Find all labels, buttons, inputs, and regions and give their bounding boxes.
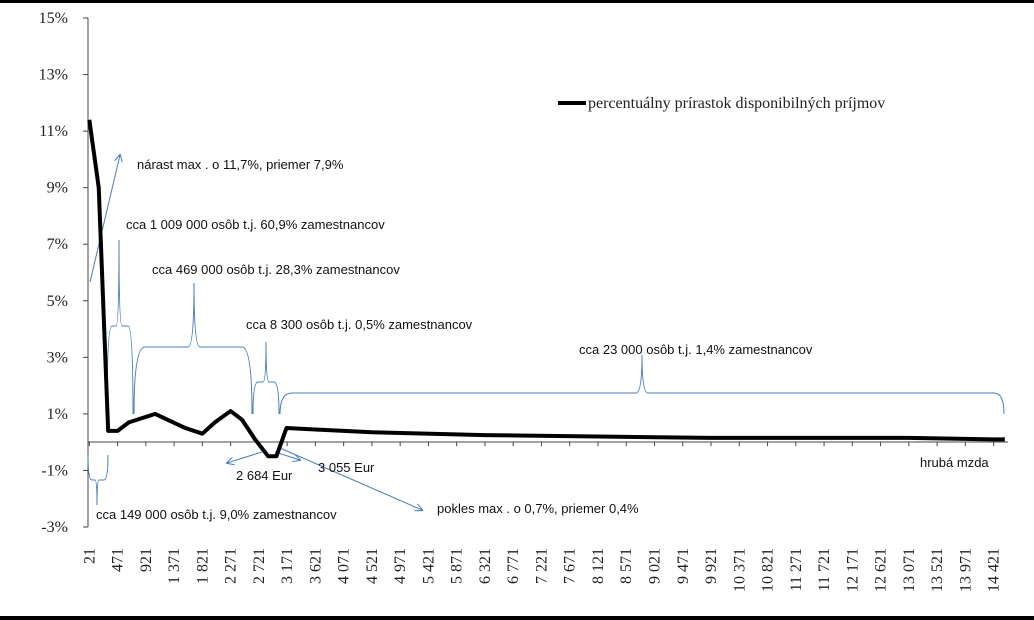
x-tick-label: 9 471	[675, 548, 692, 584]
x-tick-label: 9 021	[647, 548, 664, 584]
annotation: cca 1 009 000 osôb t.j. 60,9% zamestnanc…	[126, 217, 385, 232]
x-tick-label: 21	[81, 548, 98, 564]
annotation: pokles max . o 0,7%, priemer 0,4%	[437, 501, 639, 516]
x-tick-label: 3 621	[307, 548, 324, 584]
x-axis-label: hrubá mzda	[920, 455, 989, 470]
x-tick-label: 4 971	[392, 548, 409, 584]
x-tick-label: 1 821	[194, 548, 211, 584]
y-tick-label: 3%	[47, 349, 68, 366]
x-tick-label: 11 271	[788, 548, 805, 591]
x-tick-label: 1 371	[166, 548, 183, 584]
x-tick-label: 6 771	[505, 548, 522, 584]
annotation: cca 8 300 osôb t.j. 0,5% zamestnancov	[246, 317, 473, 332]
x-tick-label: 471	[110, 548, 127, 572]
annotation: 2 684 Eur	[236, 468, 293, 483]
annotation: cca 149 000 osôb t.j. 9,0% zamestnancov	[96, 507, 337, 522]
y-tick-label: 9%	[47, 180, 68, 197]
x-tick-label: 5 871	[449, 548, 466, 584]
y-tick-label: 11%	[39, 123, 68, 140]
x-tick-label: 4 521	[364, 548, 381, 584]
x-tick-label: 14 421	[986, 548, 1003, 592]
x-tick-label: 13 521	[929, 548, 946, 592]
top-border	[0, 0, 1034, 3]
annotation: 3 055 Eur	[318, 460, 375, 475]
x-tick-label: 13 971	[957, 548, 974, 592]
x-tick-label: 921	[138, 548, 155, 572]
y-tick-label: 13%	[39, 67, 68, 84]
x-tick-label: 8 121	[590, 548, 607, 584]
x-tick-label: 10 371	[731, 548, 748, 592]
x-tick-label: 12 171	[844, 548, 861, 592]
x-tick-label: 3 171	[279, 548, 296, 584]
x-tick-label: 4 071	[336, 548, 353, 584]
annotation: cca 469 000 osôb t.j. 28,3% zamestnancov	[152, 262, 400, 277]
x-tick-label: 7 221	[533, 548, 550, 584]
x-tick-label: 12 621	[873, 548, 890, 592]
x-tick-label: 10 821	[760, 548, 777, 592]
x-tick-label: 8 571	[618, 548, 635, 584]
x-tick-label: 6 321	[477, 548, 494, 584]
y-tick-label: 15%	[39, 10, 68, 27]
y-tick-label: 7%	[47, 236, 68, 253]
x-tick-label: 13 071	[901, 548, 918, 592]
x-tick-label: 2 271	[223, 548, 240, 584]
data-line	[87, 119, 1005, 459]
annotation: cca 23 000 osôb t.j. 1,4% zamestnancov	[579, 342, 813, 357]
x-tick-label: 9 921	[703, 548, 720, 584]
bottom-border	[0, 616, 1034, 620]
braces	[87, 155, 1005, 510]
x-tick-label: 11 721	[816, 548, 833, 591]
x-tick-label: 7 671	[562, 548, 579, 584]
y-tick-label: -1%	[41, 462, 68, 479]
y-tick-label: 5%	[47, 293, 68, 310]
y-tick-label: 1%	[47, 406, 68, 423]
x-tick-label: 5 421	[420, 548, 437, 584]
annotation: nárast max . o 11,7%, priemer 7,9%	[137, 157, 344, 172]
x-tick-label: 2 721	[251, 548, 268, 584]
legend-label: percentuálny prírastok disponibilných pr…	[588, 95, 885, 112]
y-tick-label: -3%	[41, 519, 68, 536]
